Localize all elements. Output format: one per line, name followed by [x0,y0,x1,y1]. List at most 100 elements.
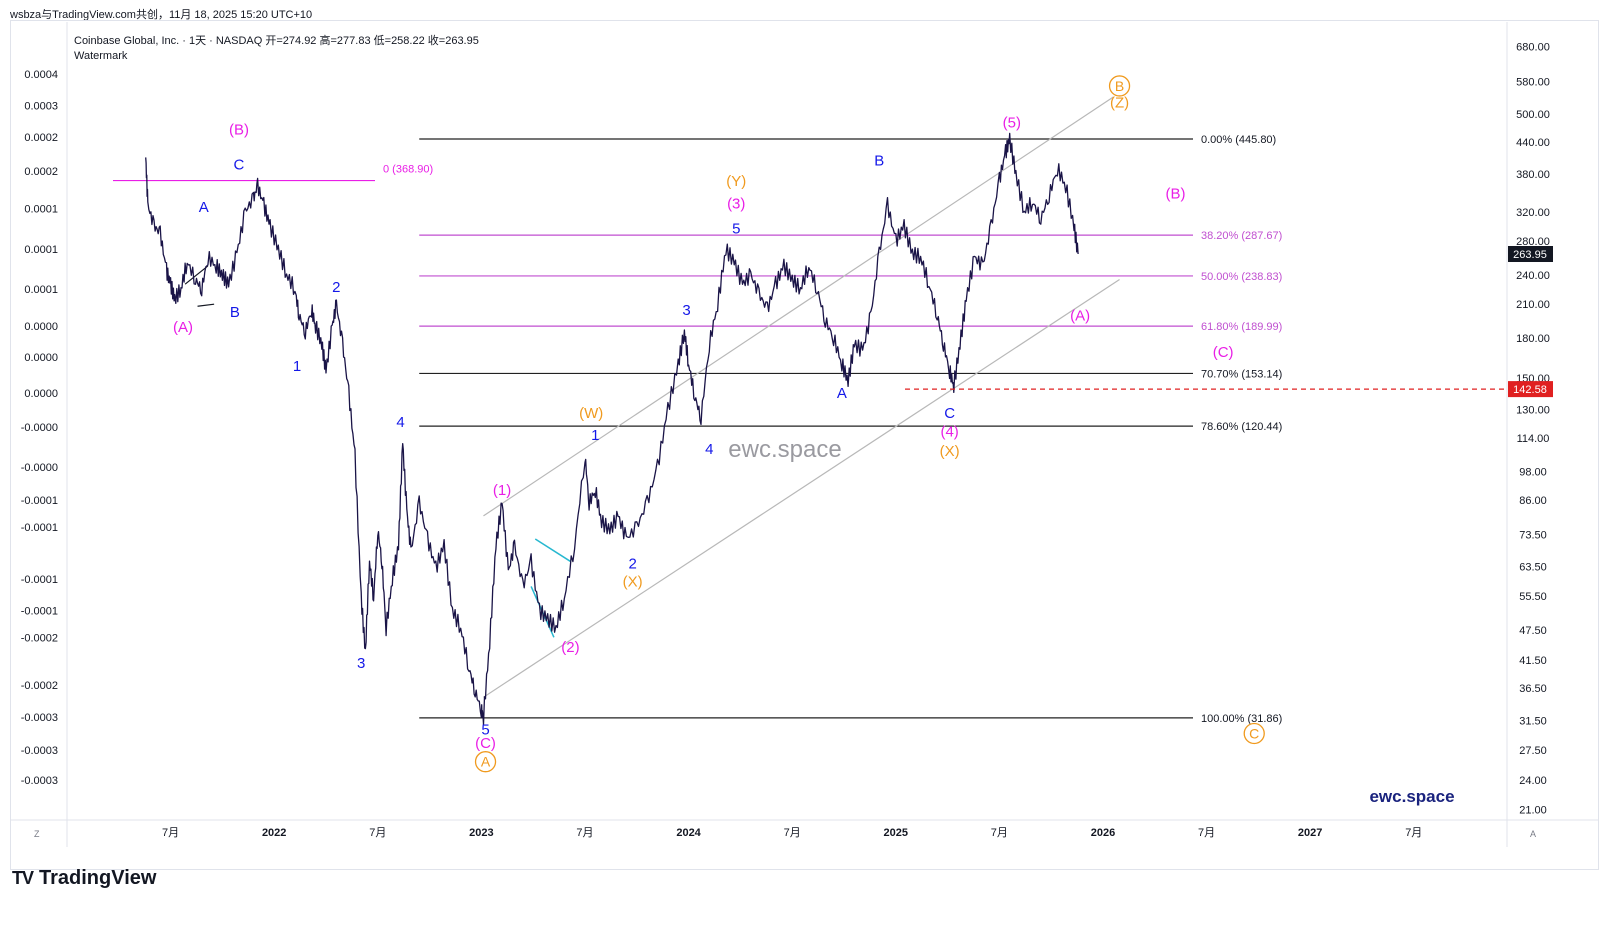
fib-level-label: 38.20% (287.67) [1201,230,1282,242]
right-axis-tick-label: 680.00 [1516,41,1550,53]
fib-level-label: 100.00% (31.86) [1201,713,1282,725]
wave-label: 3 [357,655,365,672]
wave-label: 1 [293,358,301,375]
wave-label: (Y) [726,173,746,190]
left-axis-tick-label: -0.0003 [21,745,58,757]
left-axis-tick-label: -0.0000 [21,422,58,434]
right-axis-tick-label: 180.00 [1516,333,1550,345]
wave-label: 4 [705,441,713,458]
right-axis-tick-label: 86.00 [1519,495,1547,507]
right-axis-tick-label: 47.50 [1519,625,1547,637]
right-axis-tick-label: 27.50 [1519,745,1547,757]
fib-level-label: 78.60% (120.44) [1201,421,1282,433]
alert-price-tag [1508,381,1553,398]
left-axis-tick-label: -0.0001 [21,574,58,586]
chart-legend: Coinbase Global, Inc. · 1天 · NASDAQ 开=27… [74,34,479,64]
right-axis-tick-label: 240.00 [1516,270,1550,282]
left-axis-tick-label: 0.0003 [24,100,58,112]
wave-label: 5 [481,722,489,739]
wave-label: A [199,199,209,216]
fib-level-label: 70.70% (153.14) [1201,368,1282,380]
left-axis-tick-label: 0.0001 [24,203,58,215]
fib-level-label: 61.80% (189.99) [1201,321,1282,333]
wave-label: (B) [229,122,249,139]
current-price-tag [1508,246,1553,263]
fib-level-label: 50.00% (238.83) [1201,271,1282,283]
wave-label: (A) [1070,307,1090,324]
right-axis-tick-label: 21.00 [1519,804,1547,816]
x-axis-tick-label: 7月 [162,827,179,839]
current-price-label: 263.95 [1513,249,1547,261]
x-axis-tick-label: 7月 [991,827,1008,839]
wave-label: (X) [623,573,643,590]
right-axis-tick-label: 98.00 [1519,466,1547,478]
wave-label: C [944,405,955,422]
x-axis-tick-label: 2022 [262,827,286,839]
right-axis[interactable]: 680.00 580.00 500.00 440.00 380.00 320.00 280.… [1516,41,1550,816]
wave-label: (X) [940,443,960,460]
wave-label: 2 [628,555,636,572]
wave-label-circle [1108,75,1131,97]
axis-corner-left[interactable]: Z [34,829,40,839]
legend-ohlc-row: Coinbase Global, Inc. · 1天 · NASDAQ 开=27… [74,34,479,49]
wedge-line [184,265,209,285]
wave-label: B [874,153,884,170]
left-axis-tick-label: -0.0003 [21,775,58,787]
right-axis-tick-label: 280.00 [1516,236,1550,248]
tradingview-logo-icon: TV [12,868,34,888]
left-axis-tick-label: 0.0001 [24,284,58,296]
x-axis-tick-label: 7月 [576,827,593,839]
wave-label: C [1249,725,1259,741]
right-axis-tick-label: 41.50 [1519,655,1547,667]
wave-label: 1 [591,427,599,444]
wave-label: 3 [682,302,690,319]
right-axis-tick-label: 31.50 [1519,715,1547,727]
legend-high: 高=277.83 [319,35,371,47]
x-axis-tick-label: 2023 [469,827,493,839]
price-series [145,132,1079,726]
channel-line [483,278,1120,698]
left-axis-tick-label: 0.0000 [24,352,58,364]
right-axis-tick-label: 440.00 [1516,137,1550,149]
brand-name: TradingView [39,867,157,889]
right-axis-tick-label: 500.00 [1516,109,1550,121]
x-axis-tick-label: 7月 [1405,827,1422,839]
right-axis-tick-label: 24.00 [1519,775,1547,787]
wave-label: (1) [493,482,511,499]
left-axis: 0.0004 0.0003 0.0002 0.0002 0.0001 0.0001 0.00… [21,69,58,787]
wave-label-circle [474,751,497,773]
fib-retracement[interactable]: 0.00% (445.80) 38.20% (287.67) 50.00% (238… [113,134,1282,725]
left-axis-tick-label: 0.0001 [24,244,58,256]
brand-logo[interactable]: TV TradingView [12,867,156,890]
wave-label: (C) [475,735,496,752]
wedge-line [197,303,215,307]
right-axis-tick-label: 55.50 [1519,591,1547,603]
x-axis[interactable]: 7月 2022 7月 2023 7月 2024 7月 2025 7月 2026 7月 2027 7月 [162,827,1422,839]
axis-frame [10,22,1599,847]
trend-channel[interactable] [184,96,1120,698]
right-axis-tick-label: 130.00 [1516,404,1550,416]
wave-label: (W) [579,405,603,422]
wave-label: C [234,156,245,173]
wave-labels: (A)(B)CAB12345(C)A(1)(2)1(W)2(X)345(3)(Y… [173,75,1265,773]
right-axis-tick-label: 580.00 [1516,76,1550,88]
triangle-line [534,538,571,563]
wave-label: 4 [396,414,404,431]
chart-frame[interactable] [10,20,1599,870]
wave-label: (2) [561,639,579,656]
axis-corner-right[interactable]: A [1530,829,1537,839]
legend-close: 收=263.95 [427,35,479,47]
left-axis-tick-label: -0.0001 [21,522,58,534]
right-axis-tick-label: 114.00 [1517,433,1550,445]
x-axis-tick-label: 7月 [369,827,386,839]
left-axis-tick-label: 0.0000 [24,388,58,400]
legend-indicator[interactable]: Watermark [74,50,128,62]
legend-symbol[interactable]: Coinbase Global, Inc. · 1天 · NASDAQ [74,35,263,47]
left-axis-tick-label: 0.0002 [24,166,58,178]
x-axis-tick-label: 2026 [1091,827,1115,839]
wave-label: (3) [727,195,745,212]
left-axis-tick-label: 0.0002 [24,132,58,144]
left-axis-tick-label: -0.0003 [21,712,58,724]
price-markers: 263.95 142.58 [905,246,1553,398]
